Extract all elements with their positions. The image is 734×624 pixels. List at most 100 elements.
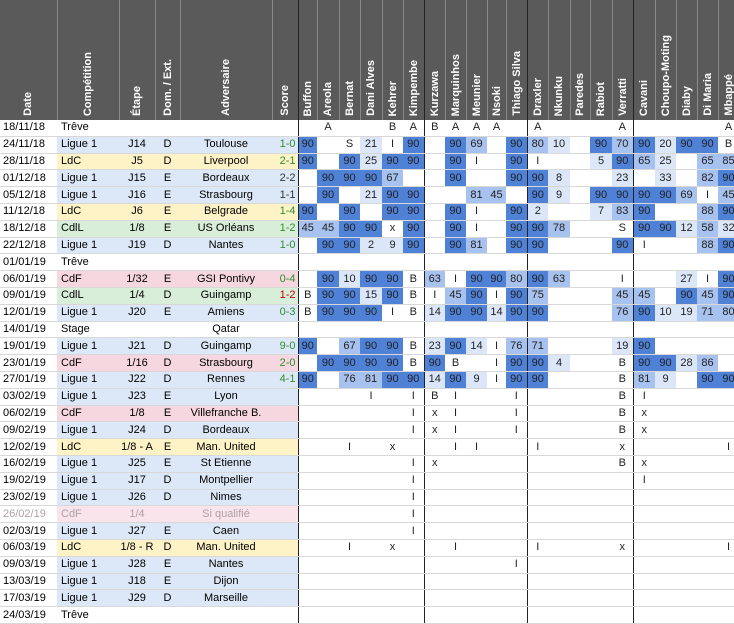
cell-opponent (180, 254, 272, 271)
player-status-cell: 5 (590, 153, 612, 170)
player-status-cell: B (718, 136, 734, 153)
player-status-cell (339, 422, 360, 439)
cell-opponent: Liverpool (180, 153, 272, 170)
player-status-cell (339, 187, 360, 204)
player-status-cell (382, 590, 403, 607)
player-status-cell (403, 539, 424, 556)
player-status-cell (697, 120, 718, 136)
cell-stage: J28 (119, 556, 155, 573)
cell-score (272, 556, 298, 573)
cell-competition: CdF (57, 355, 119, 372)
cell-score (272, 607, 298, 624)
player-status-cell: 90 (655, 187, 676, 204)
player-status-cell (466, 388, 487, 405)
player-status-cell (487, 136, 506, 153)
player-status-cell: I (633, 472, 655, 489)
player-status-cell (506, 573, 527, 590)
column-header: Mbappé (718, 0, 734, 120)
player-status-cell (298, 422, 317, 439)
cell-score: 9-0 (272, 338, 298, 355)
player-status-cell: I (466, 439, 487, 456)
cell-venue: D (155, 287, 180, 304)
cell-score: 0-4 (272, 271, 298, 288)
player-status-cell: x (612, 539, 633, 556)
player-status-cell (548, 321, 570, 338)
player-status-cell: A (317, 120, 339, 136)
column-header-label: Bernat (344, 81, 356, 116)
player-status-cell (548, 489, 570, 506)
cell-opponent: Amiens (180, 304, 272, 321)
player-status-cell (570, 388, 590, 405)
cell-date: 01/12/18 (0, 170, 57, 187)
column-header-label: Score (279, 85, 291, 116)
player-status-cell (360, 489, 382, 506)
cell-venue: E (155, 523, 180, 540)
player-status-cell (612, 523, 633, 540)
player-status-cell (403, 321, 424, 338)
player-status-cell (548, 153, 570, 170)
cell-score (272, 539, 298, 556)
cell-opponent: Marseille (180, 590, 272, 607)
cell-score: 1-2 (272, 287, 298, 304)
player-status-cell: I (339, 439, 360, 456)
player-status-cell (718, 455, 734, 472)
player-status-cell (403, 170, 424, 187)
cell-score (272, 590, 298, 607)
cell-stage: J20 (119, 304, 155, 321)
player-status-cell (548, 422, 570, 439)
player-status-cell (317, 439, 339, 456)
player-status-cell: 76 (612, 304, 633, 321)
player-status-cell (548, 506, 570, 523)
player-status-cell: 90 (339, 220, 360, 237)
column-header: Cavani (633, 0, 655, 120)
player-status-cell (527, 489, 548, 506)
player-status-cell: 90 (445, 203, 466, 220)
player-status-cell: B (424, 120, 445, 136)
player-status-cell (676, 153, 697, 170)
player-status-cell: 90 (633, 187, 655, 204)
player-status-cell (548, 371, 570, 388)
player-status-cell (487, 607, 506, 624)
cell-score (272, 422, 298, 439)
player-status-cell: 90 (317, 187, 339, 204)
player-status-cell (570, 254, 590, 271)
player-status-cell: A (445, 120, 466, 136)
player-status-cell (633, 523, 655, 540)
cell-date: 18/12/18 (0, 220, 57, 237)
player-status-cell (697, 506, 718, 523)
player-status-cell (548, 120, 570, 136)
player-status-cell: 90 (445, 153, 466, 170)
cell-score: 1-4 (272, 203, 298, 220)
column-header-label: Nkunku (553, 76, 565, 116)
column-header: Paredes (570, 0, 590, 120)
cell-date: 27/01/19 (0, 371, 57, 388)
player-status-cell (548, 523, 570, 540)
player-status-cell (506, 455, 527, 472)
player-status-cell (590, 405, 612, 422)
cell-opponent (180, 120, 272, 136)
player-status-cell (570, 203, 590, 220)
column-header: Areola (317, 0, 339, 120)
player-status-cell (676, 506, 697, 523)
player-status-cell: I (403, 455, 424, 472)
player-status-cell (382, 455, 403, 472)
player-status-cell (487, 472, 506, 489)
player-status-cell (718, 405, 734, 422)
player-status-cell: A (403, 120, 424, 136)
player-status-cell: 9 (466, 371, 487, 388)
player-status-cell: 90 (718, 170, 734, 187)
cell-competition: Ligue 1 (57, 388, 119, 405)
player-status-cell (697, 321, 718, 338)
cell-venue: E (155, 573, 180, 590)
player-status-cell (697, 539, 718, 556)
player-status-cell: 90 (633, 304, 655, 321)
table-row: 18/11/18TrêveABABAAAAAAA (0, 120, 734, 136)
player-status-cell: 90 (403, 220, 424, 237)
column-header-label: Areola (322, 82, 334, 116)
player-status-cell (676, 254, 697, 271)
